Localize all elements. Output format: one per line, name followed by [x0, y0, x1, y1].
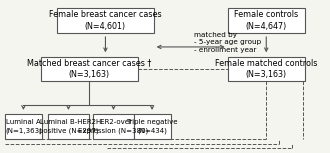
Text: HER2-over
Expression (N=380): HER2-over Expression (N=380) — [78, 119, 148, 134]
Text: matched by
- 5-year age group
- enrollment year: matched by - 5-year age group - enrollme… — [194, 32, 261, 53]
FancyBboxPatch shape — [48, 114, 88, 139]
FancyBboxPatch shape — [93, 114, 134, 139]
Text: Matched breast cancer cases †
(N=3,163): Matched breast cancer cases † (N=3,163) — [27, 59, 151, 79]
Text: Female breast cancer cases
(N=4,601): Female breast cancer cases (N=4,601) — [49, 10, 162, 31]
Text: Triple negative
(N=434): Triple negative (N=434) — [126, 119, 178, 134]
FancyBboxPatch shape — [228, 57, 305, 81]
Text: Female matched controls
(N=3,163): Female matched controls (N=3,163) — [215, 59, 317, 79]
FancyBboxPatch shape — [134, 114, 171, 139]
FancyBboxPatch shape — [41, 57, 138, 81]
Text: Luminal A
(N=1,363): Luminal A (N=1,363) — [5, 119, 42, 134]
FancyBboxPatch shape — [228, 8, 305, 33]
FancyBboxPatch shape — [5, 114, 42, 139]
FancyBboxPatch shape — [57, 8, 154, 33]
Text: Female controls
(N=4,647): Female controls (N=4,647) — [234, 10, 298, 31]
Text: Luminal B-HER2
positive (N=297): Luminal B-HER2 positive (N=297) — [39, 119, 98, 134]
